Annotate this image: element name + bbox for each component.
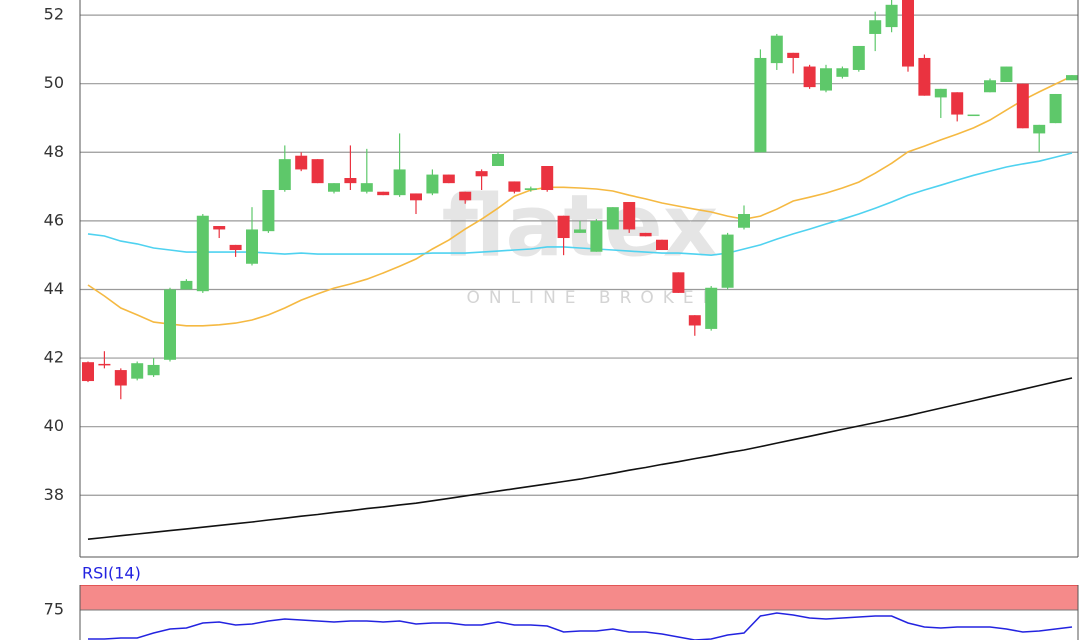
candle-body <box>902 0 914 67</box>
candle-body <box>787 52 800 58</box>
candle-body <box>967 114 980 117</box>
y-tick-label: 48 <box>44 142 64 161</box>
rsi-plot <box>80 585 1078 640</box>
candle-body <box>557 215 570 239</box>
candle-body <box>984 80 996 93</box>
price-plot <box>80 0 1078 540</box>
candle-body <box>164 289 176 360</box>
candle-body <box>836 68 849 77</box>
candle-body <box>82 362 94 382</box>
candle-body <box>754 57 767 153</box>
watermark: flatex ONLINE BROKER <box>442 176 723 308</box>
candle-body <box>311 159 324 184</box>
candle-body <box>606 207 619 230</box>
candle-body <box>1000 66 1013 82</box>
y-tick-label: 46 <box>44 210 64 229</box>
y-tick-label: 40 <box>44 416 64 435</box>
candle-body <box>344 178 357 184</box>
candle-body <box>98 363 111 366</box>
candle-body <box>623 202 636 230</box>
candle-body <box>803 66 816 88</box>
candle-body <box>1016 83 1029 129</box>
y-tick-label: 38 <box>44 485 64 504</box>
moving-average-line <box>87 75 1073 327</box>
candle-body <box>114 370 127 386</box>
candle-body <box>131 363 144 379</box>
axes: RSI(14) 38 40 42 44 46 48 50 52 75 <box>44 0 1079 640</box>
candle-body <box>377 191 390 196</box>
candle-body <box>524 188 537 191</box>
y-tick-label: 75 <box>44 600 64 619</box>
candle-body <box>492 153 504 167</box>
candle-body <box>672 272 685 293</box>
candle-body <box>278 159 291 191</box>
candle-body <box>869 20 882 34</box>
candle-body <box>1049 93 1062 124</box>
candle-body <box>639 232 652 237</box>
candle-body <box>196 215 209 292</box>
candle-body <box>229 244 242 251</box>
candle-body <box>738 214 750 228</box>
y-tick-label: 44 <box>44 279 64 298</box>
candle-body <box>180 280 193 290</box>
candle-body <box>770 35 783 64</box>
candle-body <box>918 57 931 96</box>
candle-body <box>1033 124 1046 134</box>
candle-body <box>246 229 258 264</box>
y-tick-label: 50 <box>44 73 64 92</box>
candle-body <box>508 181 521 192</box>
y-tick-label: 52 <box>44 5 64 24</box>
candle-body <box>147 364 160 376</box>
candle-body <box>295 155 308 170</box>
candle-body <box>705 287 718 329</box>
candle-body <box>360 183 373 192</box>
y-tick-label: 42 <box>44 348 64 367</box>
candle-body <box>852 45 865 70</box>
candle-body <box>541 166 554 191</box>
candle-body <box>688 315 701 326</box>
watermark-tagline: ONLINE BROKER <box>466 288 723 308</box>
candle-body <box>721 234 734 288</box>
candle-body <box>459 191 472 201</box>
candle-body <box>934 88 947 98</box>
candle-body <box>885 4 898 28</box>
candle-body <box>820 68 832 91</box>
candle-body <box>410 193 422 201</box>
candle-body <box>951 92 964 115</box>
rsi-line <box>88 612 1073 640</box>
candle-body <box>590 220 603 252</box>
candle-body <box>262 190 275 232</box>
candle-body <box>574 229 586 233</box>
candle-body <box>475 171 488 177</box>
rsi-title: RSI(14) <box>82 564 141 583</box>
overbought-band <box>80 585 1078 611</box>
candle-body <box>393 169 406 196</box>
candle-body <box>213 226 226 230</box>
candle-body <box>656 239 668 251</box>
candle-body <box>426 174 439 194</box>
candle-body <box>328 183 340 192</box>
moving-average-line <box>87 377 1073 540</box>
candle-body <box>1066 75 1078 81</box>
candle-body <box>442 174 455 184</box>
